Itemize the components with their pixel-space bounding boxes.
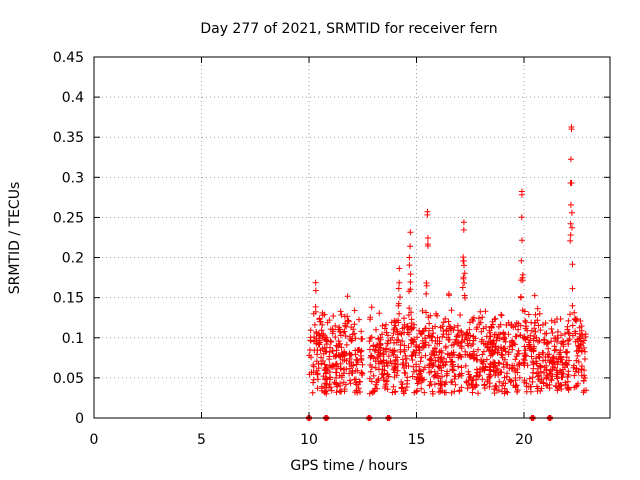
x-tick-label: 10 xyxy=(300,432,318,448)
y-tick-labels: 0 0.05 0.1 0.15 0.2 0.25 0.3 0.35 0.4 0.45 xyxy=(53,50,84,427)
y-tick-label: 0.3 xyxy=(62,170,84,186)
x-tick-label: 0 xyxy=(90,432,99,448)
data-points xyxy=(306,124,590,397)
chart-title: Day 277 of 2021, SRMTID for receiver fer… xyxy=(200,21,497,37)
x-tick-label: 5 xyxy=(197,432,206,448)
plot-frame xyxy=(93,56,611,419)
y-tick-label: 0 xyxy=(75,411,84,427)
x-tick-labels: 0 5 10 15 20 xyxy=(90,432,533,448)
data-point-markers xyxy=(306,124,590,397)
tick-marks xyxy=(93,56,610,419)
y-tick-label: 0.35 xyxy=(53,130,84,146)
y-tick-label: 0.4 xyxy=(62,90,84,106)
y-axis-label: SRMTID / TECUs xyxy=(7,182,23,295)
x-tick-label: 15 xyxy=(408,432,426,448)
x-tick-label: 20 xyxy=(515,432,533,448)
y-tick-label: 0.1 xyxy=(62,331,84,347)
y-tick-label: 0.25 xyxy=(53,210,84,226)
y-tick-label: 0.2 xyxy=(62,251,84,267)
y-tick-label: 0.15 xyxy=(53,291,84,307)
x-axis-label: GPS time / hours xyxy=(290,458,407,474)
y-tick-label: 0.45 xyxy=(53,50,84,66)
y-tick-label: 0.05 xyxy=(53,371,84,387)
